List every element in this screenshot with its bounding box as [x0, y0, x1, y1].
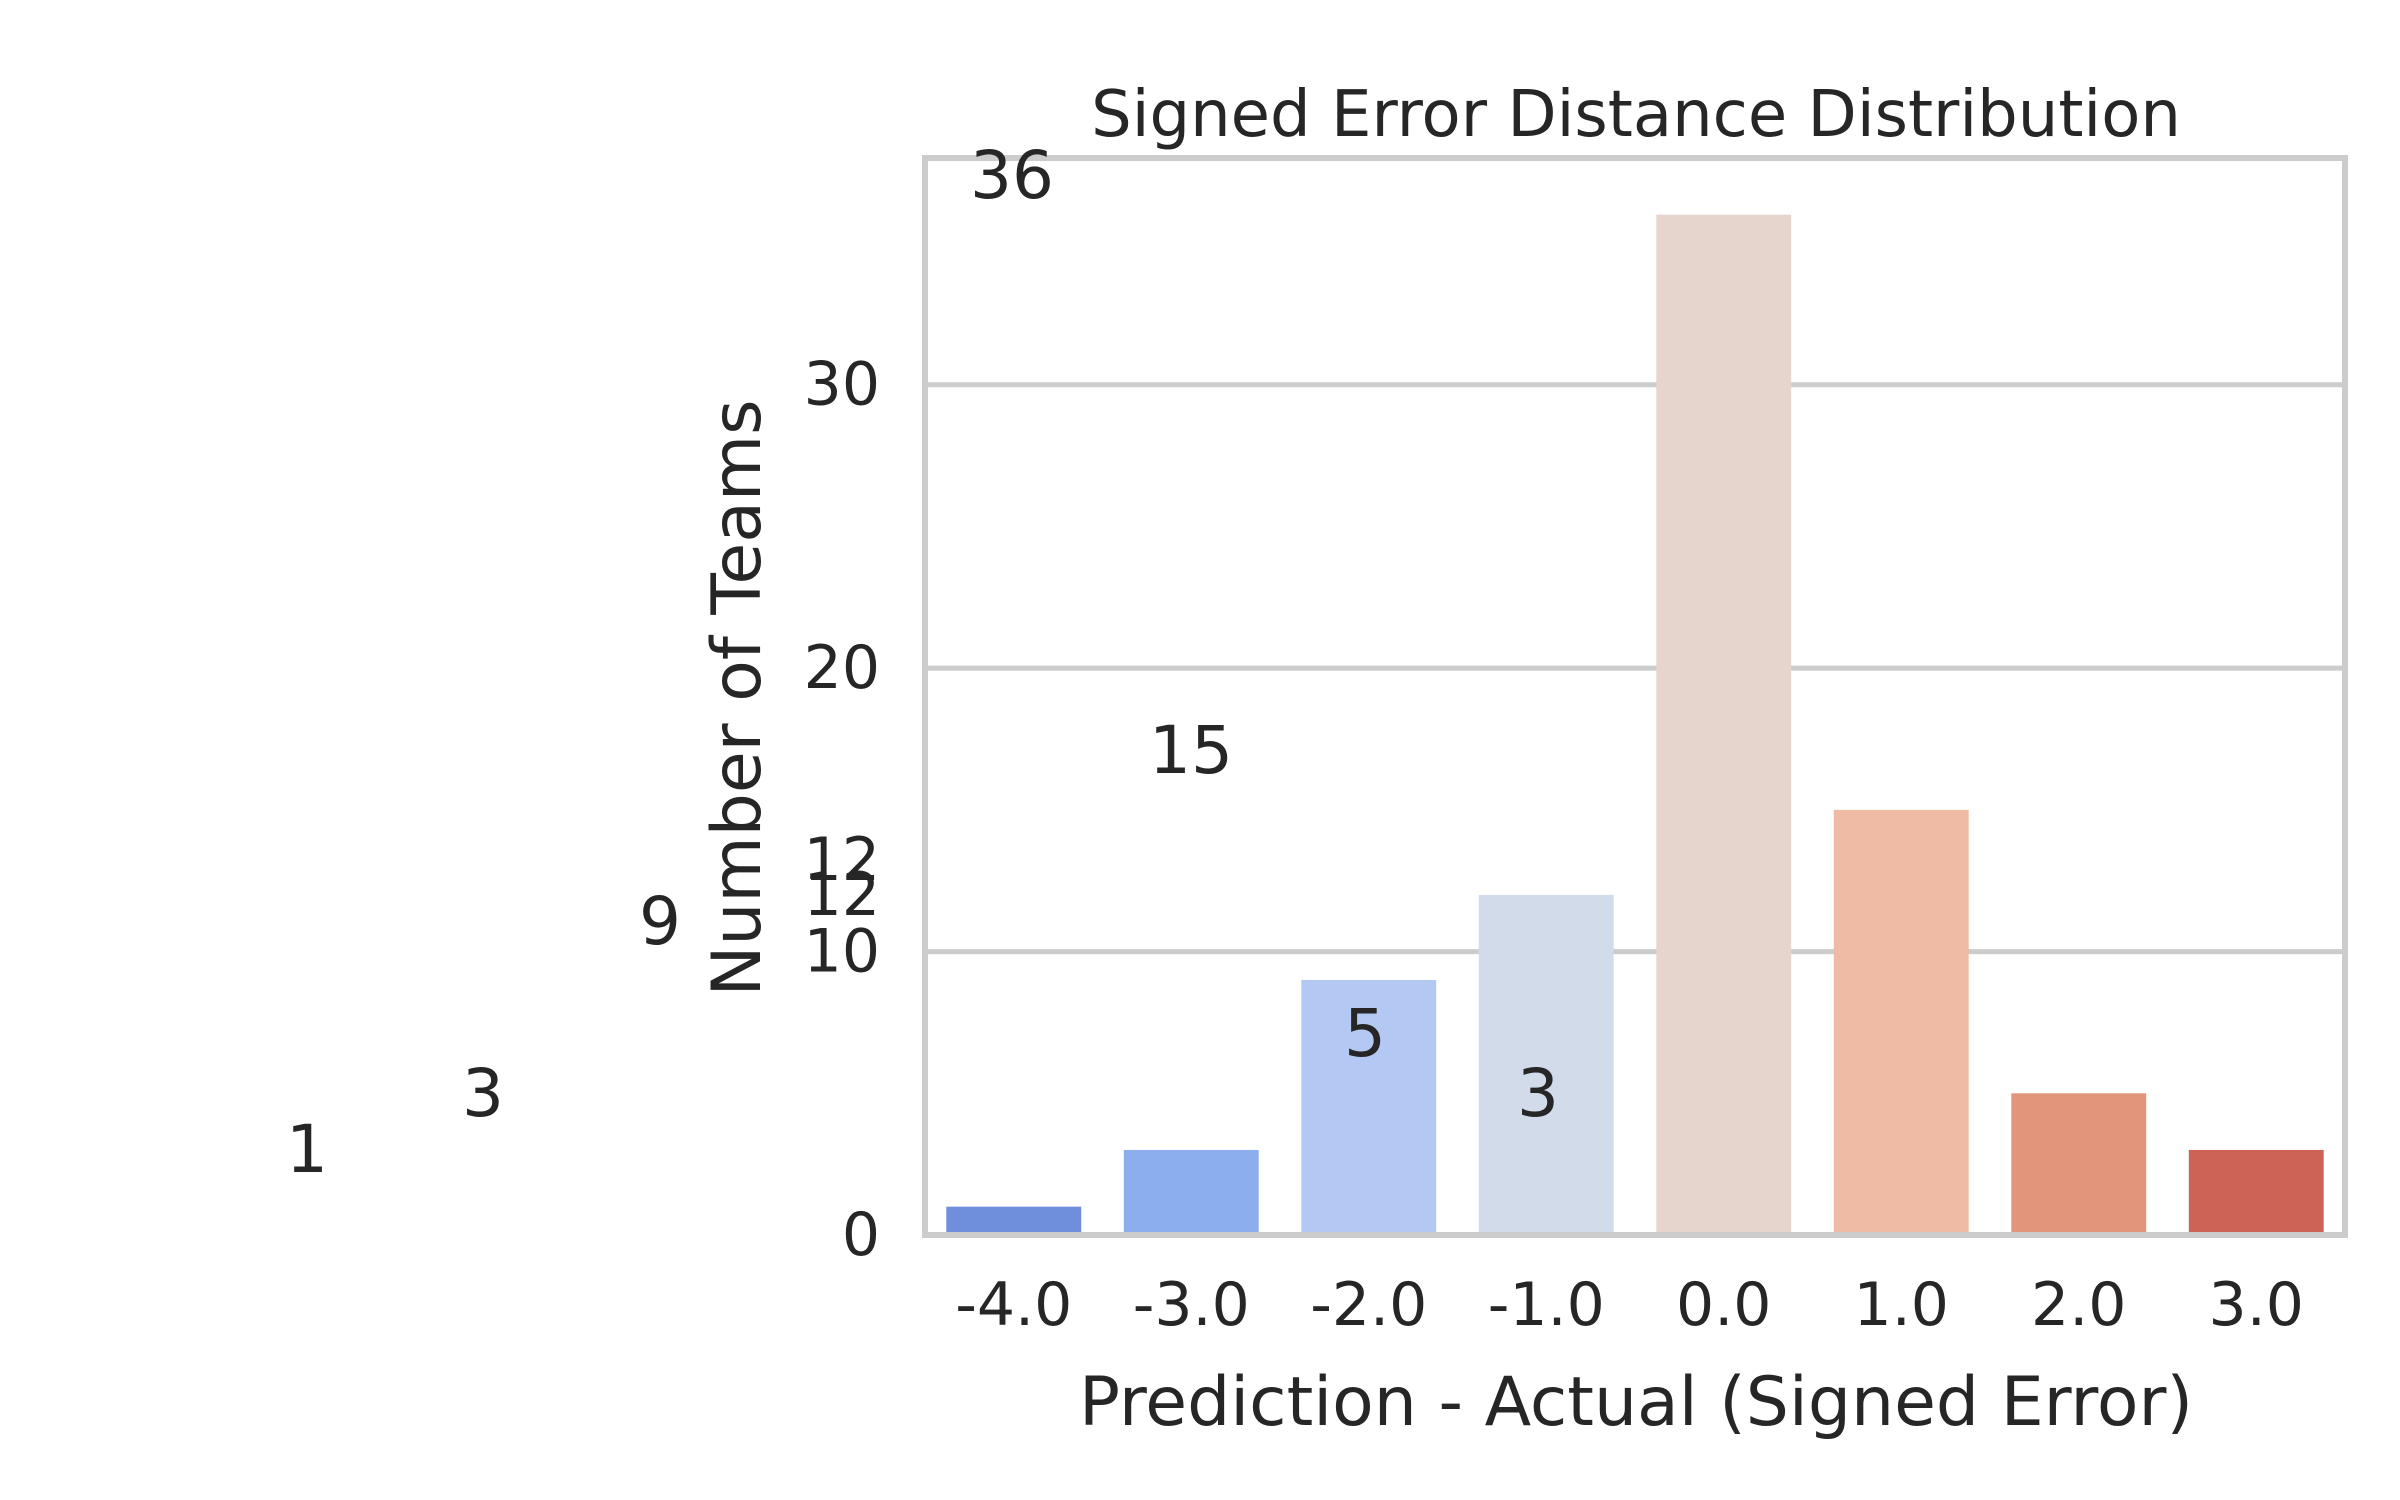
data-labels: 1 3 9 36 15 5 3 12: [286, 137, 1559, 1188]
y-tick-label: 10: [804, 917, 880, 987]
x-tick-label: 1.0: [1854, 1270, 1949, 1340]
y-axis-label: Number of Teams: [698, 399, 777, 996]
x-tick-label: -4.0: [955, 1270, 1072, 1340]
data-label: 5: [1344, 995, 1386, 1072]
bar-1.0: [1833, 809, 1969, 1235]
bar-3.0: [2188, 1149, 2324, 1235]
x-tick-label: -3.0: [1133, 1270, 1250, 1340]
x-axis-label: Prediction - Actual (Signed Error): [1079, 1363, 2193, 1442]
bar--2.0: [1301, 979, 1437, 1235]
x-tick-label: -2.0: [1310, 1270, 1427, 1340]
data-label: 3: [1517, 1055, 1559, 1132]
data-label: 3: [462, 1055, 504, 1132]
chart-title: Signed Error Distance Distribution: [1091, 78, 2181, 152]
data-label: 12: [804, 825, 880, 895]
bar-0.0: [1656, 214, 1792, 1235]
gridlines: [925, 382, 2345, 955]
bars: [946, 214, 2324, 1235]
y-tick-label: 0: [842, 1200, 880, 1270]
bar--4.0: [946, 1206, 1082, 1235]
x-tick-label: 3.0: [2209, 1270, 2304, 1340]
bar--3.0: [1123, 1149, 1259, 1235]
data-label: 15: [1149, 712, 1233, 789]
data-label: 9: [639, 883, 681, 960]
x-tick-label: 0.0: [1676, 1270, 1771, 1340]
data-label: 36: [970, 137, 1054, 214]
y-tick-label: 12: [804, 860, 880, 930]
bar-2.0: [2011, 1093, 2147, 1235]
x-tick-label: -1.0: [1488, 1270, 1605, 1340]
y-tick-label: 20: [804, 633, 880, 703]
bar--1.0: [1478, 894, 1614, 1235]
plot-frame: [922, 155, 2348, 1238]
x-tick-labels: -4.0 -3.0 -2.0 -1.0 0.0 1.0 2.0 3.0: [955, 1270, 2304, 1340]
x-tick-label: 2.0: [2031, 1270, 2126, 1340]
data-label: 1: [286, 1111, 328, 1188]
y-tick-label: 30: [804, 350, 880, 420]
